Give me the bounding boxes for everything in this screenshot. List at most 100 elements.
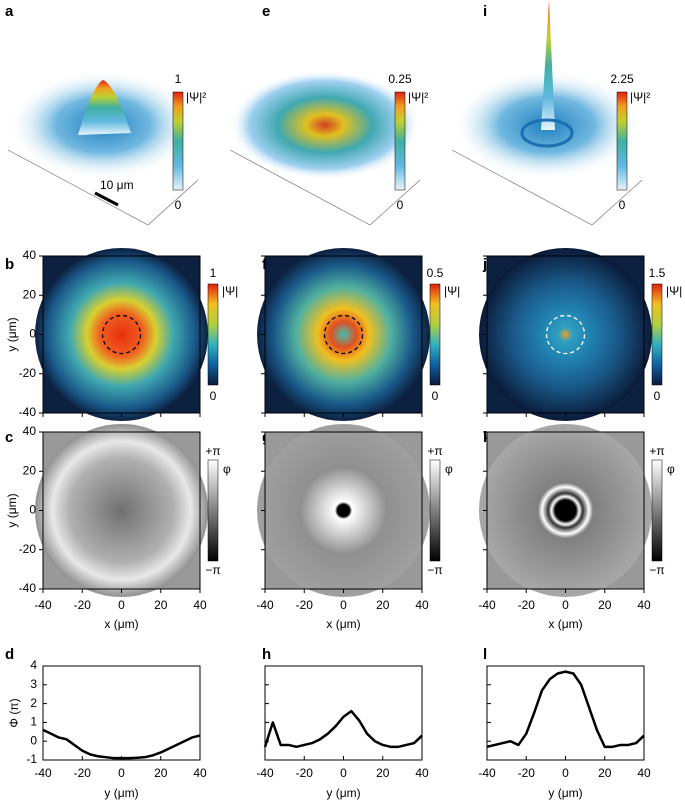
y-tick-label: 1 <box>30 715 37 729</box>
x-tick-label: -20 <box>74 598 92 612</box>
y-axis-label: y (μm) <box>5 317 19 351</box>
phase-line <box>263 709 423 749</box>
colorbar-tick-label: +π <box>205 444 220 458</box>
colorbar-tick-label: 1 <box>210 266 217 280</box>
y-tick-label: -20 <box>19 542 37 556</box>
colorbar-tick-label: −π <box>205 563 220 577</box>
x-tick-label: -40 <box>256 598 274 612</box>
x-tick-label: -20 <box>74 766 92 780</box>
colorbar-tick-label: 0 <box>175 198 182 212</box>
x-tick-label: -40 <box>34 598 52 612</box>
x-tick-label: 20 <box>598 598 612 612</box>
x-axis-label: x (μm) <box>104 617 138 631</box>
panel-label: i <box>483 3 487 20</box>
y-tick-label: 40 <box>23 424 37 438</box>
colorbar-tick-label: 1.5 <box>649 266 666 280</box>
colorbar-tick-label: −π <box>649 563 664 577</box>
x-axis-label: y (μm) <box>548 786 582 800</box>
x-axis-label: y (μm) <box>326 786 360 800</box>
x-tick-label: 20 <box>376 598 390 612</box>
colorbar-label: |Ψ| <box>666 284 682 298</box>
colorbar-label: |Ψ|² <box>408 90 428 104</box>
x-tick-label: -20 <box>518 766 536 780</box>
y-tick-label: -40 <box>19 405 37 419</box>
colorbar-label: φ <box>445 462 453 476</box>
surface-peak <box>541 0 555 130</box>
x-tick-label: 40 <box>415 766 429 780</box>
y-tick-label: 20 <box>23 287 37 301</box>
panel-label: c <box>5 429 13 446</box>
x-tick-label: 0 <box>340 598 347 612</box>
panel-label: b <box>5 256 14 273</box>
panel-label: l <box>483 646 487 663</box>
colorbar-tick-label: 0.25 <box>388 72 412 86</box>
colorbar <box>172 91 184 191</box>
colorbar-tick-label: +π <box>649 444 664 458</box>
panel-label: e <box>262 3 270 20</box>
surface-peak <box>78 80 131 135</box>
colorbar <box>394 91 406 191</box>
amplitude-map <box>35 248 208 421</box>
colorbar-label: |Ψ| <box>222 284 238 298</box>
x-tick-label: -20 <box>518 598 536 612</box>
x-tick-label: 40 <box>637 598 651 612</box>
colorbar-label: |Ψ| <box>444 284 460 298</box>
surface <box>230 70 420 180</box>
x-axis-label: y (μm) <box>104 786 138 800</box>
surface-box <box>229 149 421 226</box>
colorbar <box>429 459 441 562</box>
vortex-circle <box>323 314 364 355</box>
y-tick-label: 0 <box>29 327 36 341</box>
colorbar-tick-label: −π <box>427 563 442 577</box>
x-tick-label: 20 <box>598 766 612 780</box>
x-tick-label: 40 <box>415 598 429 612</box>
colorbar-label: |Ψ|² <box>630 90 650 104</box>
phase-map <box>35 424 208 597</box>
colorbar-tick-label: 0 <box>432 389 439 403</box>
panel-label: h <box>262 646 271 663</box>
x-tick-label: 0 <box>118 766 125 780</box>
colorbar-tick-label: 0 <box>654 389 661 403</box>
scale-bar <box>94 191 119 207</box>
y-axis-label: Φ (π) <box>7 698 21 727</box>
colorbar <box>429 283 441 386</box>
y-tick-label: 3 <box>30 677 37 691</box>
colorbar-tick-label: 0.5 <box>427 266 444 280</box>
x-tick-label: -20 <box>296 766 314 780</box>
phase-line <box>42 728 201 760</box>
colorbar-tick-label: 0 <box>619 198 626 212</box>
y-tick-label: -40 <box>19 581 37 595</box>
phase-map <box>479 424 652 597</box>
surface-ring <box>520 118 574 148</box>
phase-map <box>257 424 430 597</box>
x-tick-label: -40 <box>478 766 496 780</box>
colorbar <box>616 91 628 191</box>
x-tick-label: 40 <box>637 766 651 780</box>
panel-label: a <box>5 3 14 20</box>
scale-bar-label: 10 μm <box>100 178 134 192</box>
y-tick-label: 2 <box>30 696 37 710</box>
colorbar-tick-label: 0 <box>210 389 217 403</box>
x-tick-label: 40 <box>193 598 207 612</box>
colorbar-tick-label: 1 <box>175 72 182 86</box>
y-tick-label: 40 <box>23 248 37 262</box>
colorbar-tick-label: 0 <box>397 198 404 212</box>
x-tick-label: 20 <box>154 598 168 612</box>
phase-line <box>486 670 645 749</box>
x-tick-label: -40 <box>34 766 52 780</box>
y-tick-label: 20 <box>23 463 37 477</box>
x-tick-label: -40 <box>478 598 496 612</box>
colorbar <box>651 459 663 562</box>
surface-box <box>7 149 199 226</box>
x-axis-label: x (μm) <box>326 617 360 631</box>
x-axis-label: x (μm) <box>548 617 582 631</box>
colorbar-label: φ <box>223 462 231 476</box>
amplitude-map <box>257 248 430 421</box>
panel-label: d <box>5 646 14 663</box>
y-tick-label: -20 <box>19 366 37 380</box>
colorbar <box>651 283 663 386</box>
colorbar-label: |Ψ|² <box>186 90 206 104</box>
y-tick-label: 0 <box>30 733 37 747</box>
